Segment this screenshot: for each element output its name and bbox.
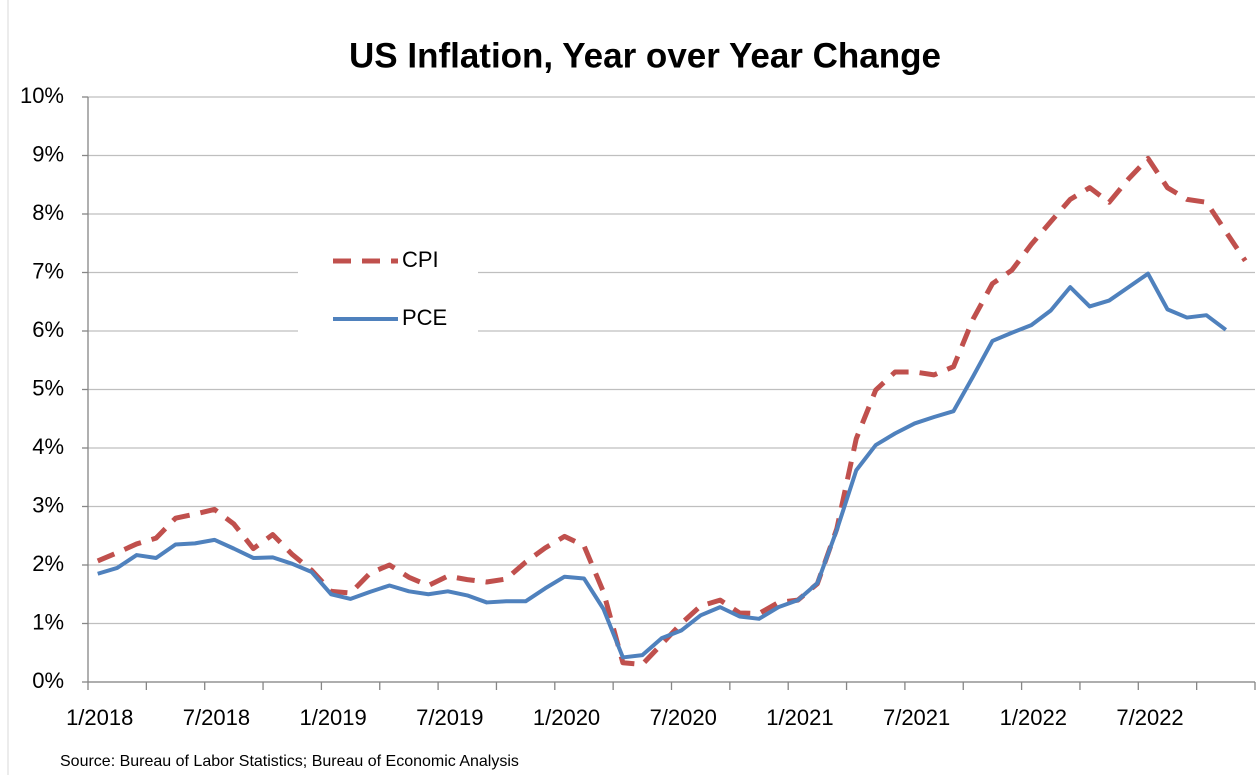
x-tick-label: 7/2022 xyxy=(1116,705,1183,730)
x-tick-label: 7/2018 xyxy=(183,705,250,730)
series-line xyxy=(97,271,1228,660)
y-tick-label: 0% xyxy=(32,668,64,693)
x-tick-label: 1/2020 xyxy=(533,705,600,730)
x-tick-label: 7/2021 xyxy=(883,705,950,730)
legend-label: CPI xyxy=(402,247,439,272)
y-tick-label: 6% xyxy=(32,317,64,342)
chart-title: US Inflation, Year over Year Change xyxy=(349,36,941,75)
source-note: Source: Bureau of Labor Statistics; Bure… xyxy=(60,753,519,770)
y-tick-label: 7% xyxy=(32,258,64,283)
x-tick-label: 7/2019 xyxy=(416,705,483,730)
y-tick-label: 1% xyxy=(32,609,64,634)
y-tick-label: 9% xyxy=(32,141,64,166)
y-tick-label: 4% xyxy=(32,434,64,459)
y-tick-label: 10% xyxy=(20,83,64,108)
y-tick-label: 5% xyxy=(32,375,64,400)
x-tick-label: 1/2018 xyxy=(66,705,133,730)
x-tick-label: 1/2022 xyxy=(1000,705,1067,730)
x-tick-label: 1/2019 xyxy=(299,705,366,730)
y-tick-label: 8% xyxy=(32,200,64,225)
y-tick-label: 2% xyxy=(32,551,64,576)
legend-label: PCE xyxy=(402,305,447,330)
legend-box xyxy=(298,232,478,352)
x-tick-label: 1/2021 xyxy=(766,705,833,730)
x-tick-label: 7/2020 xyxy=(650,705,717,730)
y-tick-label: 3% xyxy=(32,492,64,517)
